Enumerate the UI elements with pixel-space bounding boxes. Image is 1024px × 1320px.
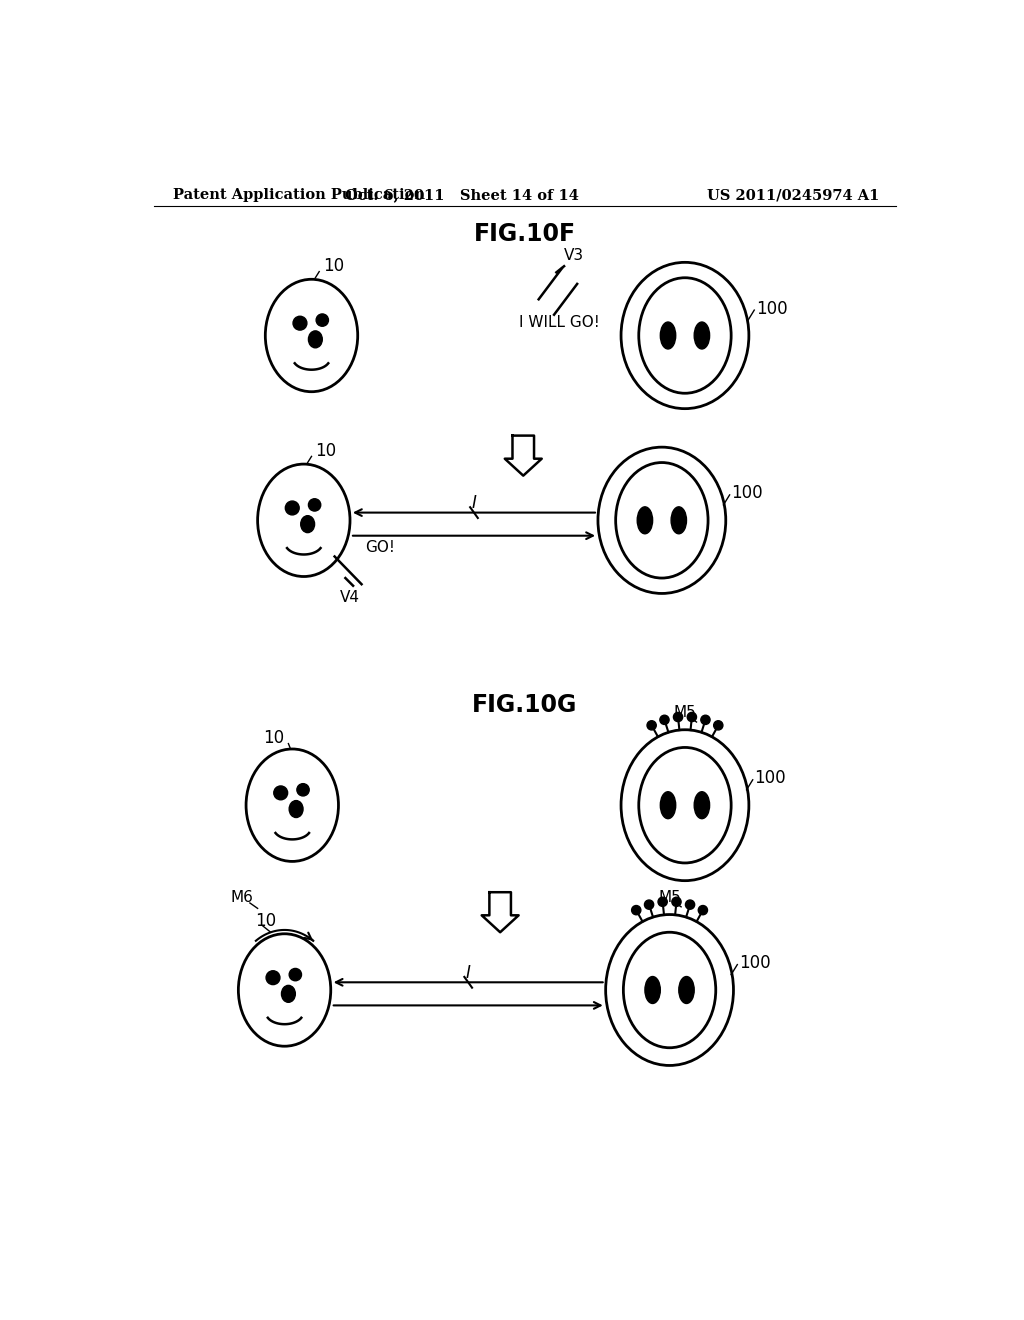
Ellipse shape (639, 747, 731, 863)
Text: 10: 10 (263, 729, 285, 747)
Circle shape (714, 721, 723, 730)
Circle shape (685, 900, 694, 909)
Text: M5: M5 (658, 890, 681, 906)
Circle shape (644, 900, 653, 909)
Circle shape (316, 314, 329, 326)
Ellipse shape (660, 322, 676, 348)
Circle shape (266, 970, 280, 985)
Ellipse shape (645, 977, 660, 1003)
Text: GO!: GO! (366, 540, 395, 554)
Circle shape (647, 721, 656, 730)
Circle shape (674, 713, 683, 722)
Circle shape (672, 898, 681, 907)
Text: 10: 10 (323, 257, 344, 275)
Text: 100: 100 (731, 484, 763, 503)
Ellipse shape (671, 507, 686, 533)
Ellipse shape (282, 985, 295, 1002)
Text: 100: 100 (739, 954, 770, 972)
Polygon shape (481, 892, 518, 932)
Text: I: I (471, 495, 476, 512)
Ellipse shape (265, 280, 357, 392)
Ellipse shape (258, 465, 350, 577)
Ellipse shape (308, 331, 323, 348)
Circle shape (273, 785, 288, 800)
Circle shape (698, 906, 708, 915)
Ellipse shape (605, 915, 733, 1065)
Ellipse shape (621, 730, 749, 880)
Ellipse shape (246, 748, 339, 862)
Text: I: I (466, 964, 471, 982)
Text: FIG.10F: FIG.10F (474, 222, 575, 246)
Ellipse shape (660, 792, 676, 818)
Text: Oct. 6, 2011   Sheet 14 of 14: Oct. 6, 2011 Sheet 14 of 14 (345, 189, 579, 202)
Text: V3: V3 (564, 248, 585, 263)
Text: I WILL GO!: I WILL GO! (519, 315, 600, 330)
Text: 100: 100 (755, 770, 785, 787)
Text: 10: 10 (255, 912, 276, 929)
Ellipse shape (301, 516, 314, 533)
Ellipse shape (637, 507, 652, 533)
Ellipse shape (624, 932, 716, 1048)
Text: 100: 100 (756, 300, 787, 318)
Text: V4: V4 (340, 590, 360, 605)
Ellipse shape (615, 462, 708, 578)
Circle shape (632, 906, 641, 915)
Text: M6: M6 (230, 890, 254, 906)
Circle shape (289, 969, 301, 981)
Circle shape (293, 317, 307, 330)
Ellipse shape (679, 977, 694, 1003)
Circle shape (659, 715, 669, 725)
Circle shape (687, 713, 696, 722)
Ellipse shape (694, 322, 710, 348)
Ellipse shape (639, 277, 731, 393)
Circle shape (297, 784, 309, 796)
Circle shape (658, 898, 668, 907)
Text: M5: M5 (674, 705, 696, 721)
Text: 10: 10 (315, 442, 337, 459)
Ellipse shape (621, 263, 749, 409)
Ellipse shape (694, 792, 710, 818)
Circle shape (286, 502, 299, 515)
Text: Patent Application Publication: Patent Application Publication (173, 189, 425, 202)
Text: US 2011/0245974 A1: US 2011/0245974 A1 (707, 189, 879, 202)
Ellipse shape (239, 933, 331, 1047)
Circle shape (308, 499, 321, 511)
Ellipse shape (598, 447, 726, 594)
Circle shape (700, 715, 710, 725)
Polygon shape (505, 436, 542, 475)
Ellipse shape (289, 800, 303, 817)
Text: FIG.10G: FIG.10G (472, 693, 578, 717)
